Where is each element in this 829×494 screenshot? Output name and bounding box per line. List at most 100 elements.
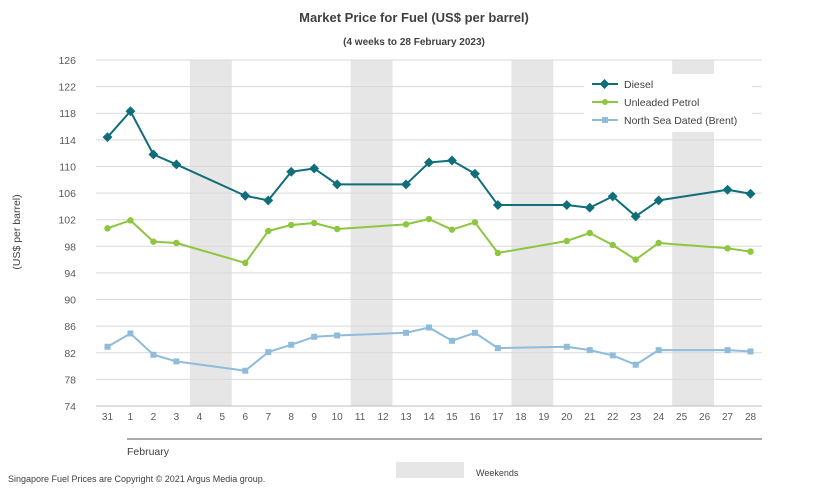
data-point <box>607 191 618 202</box>
data-point <box>148 149 159 160</box>
x-tick-label: 8 <box>288 412 294 423</box>
data-point <box>471 219 479 226</box>
y-tick-label: 106 <box>58 188 76 200</box>
legend-marker-unleaded <box>602 99 608 105</box>
data-point <box>240 190 251 201</box>
y-axis-ticks: 74 78 82 86 90 94 98 102 106 110 114 118 122 126 <box>58 55 76 413</box>
data-point <box>424 157 434 168</box>
x-axis-ticks: 31 1 2 3 4 5 6 7 8 9 10 11 12 13 14 15 16 17 18 19 20 21 22 23 2… <box>102 412 757 423</box>
data-point <box>747 348 754 355</box>
data-point <box>127 217 134 224</box>
data-point <box>173 358 180 365</box>
data-point <box>747 248 754 255</box>
chart-title: Market Price for Fuel (US$ per barrel) <box>299 10 529 25</box>
x-tick-label: 4 <box>197 412 203 423</box>
weekend-band-3 <box>511 60 554 406</box>
x-tick-label: 7 <box>265 412 271 423</box>
data-point <box>171 159 182 170</box>
y-tick-label: 94 <box>64 268 76 280</box>
legend-label-brent: North Sea Dated (Brent) <box>624 115 737 127</box>
x-tick-label: 26 <box>699 412 711 423</box>
data-point <box>563 343 570 350</box>
legend-label-diesel: Diesel <box>624 79 653 91</box>
data-point <box>150 351 157 358</box>
y-tick-label: 78 <box>64 374 76 386</box>
data-point <box>609 352 616 359</box>
data-point <box>332 179 343 190</box>
y-tick-label: 114 <box>59 135 76 147</box>
data-point <box>655 239 662 247</box>
legend: Diesel Unleaded Petrol North Sea Dated (… <box>584 74 752 132</box>
x-tick-label: 6 <box>242 412 248 423</box>
data-point <box>426 324 432 331</box>
data-point <box>561 200 572 211</box>
data-point <box>724 245 731 252</box>
x-tick-label: 2 <box>151 412 157 423</box>
x-tick-label: 11 <box>355 412 366 423</box>
data-point <box>309 163 320 174</box>
data-point <box>471 329 478 336</box>
x-tick-label: 3 <box>174 412 180 423</box>
x-tick-label: 20 <box>561 412 573 423</box>
data-point <box>104 225 111 232</box>
data-point <box>653 195 664 206</box>
y-tick-label: 86 <box>64 321 76 333</box>
x-tick-label: 31 <box>102 412 114 423</box>
x-tick-label: 14 <box>423 412 435 423</box>
weekend-legend-swatch <box>396 462 464 478</box>
data-point <box>127 330 134 337</box>
y-tick-label: 82 <box>64 348 76 360</box>
y-tick-label: 98 <box>64 241 76 253</box>
data-point <box>102 132 113 143</box>
series-diesel <box>102 106 756 222</box>
x-tick-label: 10 <box>332 412 344 423</box>
data-point <box>586 347 593 354</box>
data-point <box>448 226 456 233</box>
data-point <box>311 333 318 340</box>
x-tick-label: 24 <box>653 412 665 423</box>
data-point <box>494 345 501 352</box>
x-tick-label: 19 <box>538 412 550 423</box>
y-tick-label: 102 <box>58 215 76 227</box>
data-point <box>265 349 272 356</box>
data-point <box>469 168 480 179</box>
copyright-footer: Singapore Fuel Prices are Copyright © 20… <box>8 474 265 484</box>
data-point <box>563 237 570 245</box>
data-point <box>745 188 756 199</box>
data-point <box>655 347 662 354</box>
data-point <box>609 241 616 249</box>
x-tick-label: 13 <box>400 412 412 423</box>
data-point <box>403 329 410 336</box>
data-point <box>632 361 639 368</box>
chart-subtitle: (4 weeks to 28 February 2023) <box>343 37 485 48</box>
data-point <box>401 179 411 190</box>
data-point <box>586 229 593 237</box>
data-point <box>630 211 641 222</box>
data-point <box>242 259 249 267</box>
data-point <box>286 166 297 177</box>
series-north-sea-dated-brent <box>104 324 754 374</box>
data-point <box>448 337 455 344</box>
data-point <box>125 106 136 117</box>
x-tick-label: 16 <box>469 412 481 423</box>
data-point <box>632 256 639 263</box>
y-tick-label: 90 <box>64 295 76 307</box>
y-tick-label: 74 <box>64 401 76 413</box>
gridlines <box>96 59 762 407</box>
data-point <box>288 221 295 229</box>
legend-marker-brent <box>602 117 608 123</box>
data-point <box>447 155 457 166</box>
x-tick-label: 9 <box>311 412 317 423</box>
y-tick-label: 110 <box>59 161 76 173</box>
x-tick-label: 15 <box>446 412 458 423</box>
data-point <box>584 202 595 213</box>
y-axis-label: (US$ per barrel) <box>11 194 23 269</box>
series-layer <box>102 106 756 374</box>
data-point <box>104 343 111 350</box>
data-point <box>263 195 274 206</box>
data-point <box>265 227 272 235</box>
data-point <box>288 341 295 348</box>
x-tick-label: 27 <box>722 412 734 423</box>
legend-marker-diesel <box>599 79 610 89</box>
